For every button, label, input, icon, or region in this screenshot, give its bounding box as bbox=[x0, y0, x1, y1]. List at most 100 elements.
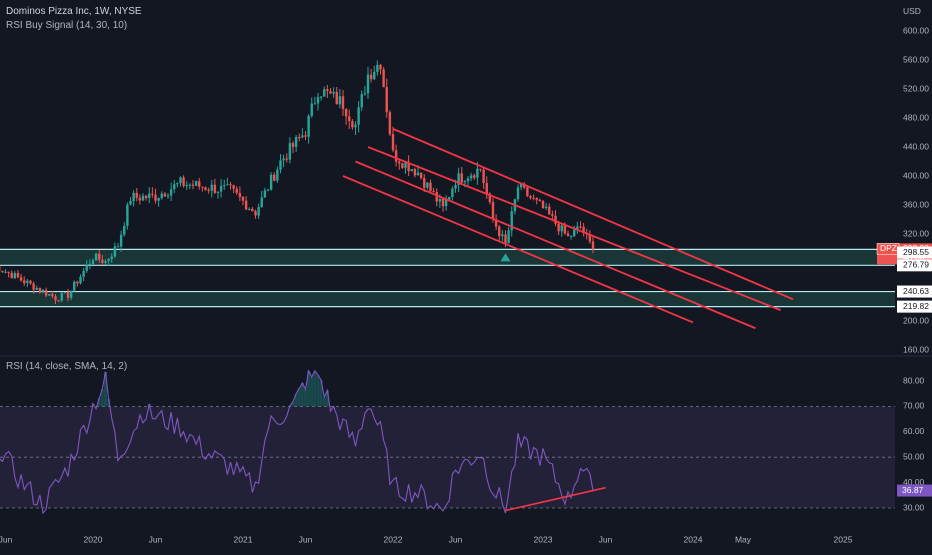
rsi-tick-label: 70.00 bbox=[903, 401, 925, 411]
candle-body bbox=[286, 159, 288, 160]
candle-body bbox=[211, 185, 213, 191]
candle-body bbox=[139, 198, 141, 201]
time-tick-label: Jun bbox=[599, 534, 613, 544]
candle-body bbox=[432, 191, 434, 192]
candle-body bbox=[386, 87, 388, 112]
candle-body bbox=[92, 260, 94, 264]
candle-body bbox=[51, 294, 53, 296]
candle-body bbox=[186, 185, 188, 186]
candle-body bbox=[270, 175, 272, 190]
candle-body bbox=[261, 197, 263, 207]
candle-body bbox=[295, 137, 297, 147]
price-tick-label: 520.00 bbox=[903, 83, 929, 93]
candle-body bbox=[507, 230, 509, 243]
candle-body bbox=[545, 207, 547, 208]
candle-body bbox=[132, 193, 134, 201]
candle-body bbox=[107, 259, 109, 261]
candle-body bbox=[411, 169, 413, 171]
candle-body bbox=[217, 192, 219, 193]
candle-body bbox=[486, 183, 488, 194]
candle-body bbox=[7, 272, 9, 273]
candle-body bbox=[223, 185, 225, 186]
candle-body bbox=[442, 199, 444, 206]
rsi-tick-label: 50.00 bbox=[903, 451, 925, 461]
candle-body bbox=[57, 300, 59, 301]
candle-body bbox=[423, 178, 425, 188]
candle-body bbox=[370, 75, 372, 80]
candle-body bbox=[114, 246, 116, 256]
candle-body bbox=[451, 189, 453, 197]
time-tick-label: 2022 bbox=[384, 534, 403, 544]
candle-body bbox=[67, 292, 69, 298]
candle-body bbox=[564, 225, 566, 233]
candle-body bbox=[182, 177, 184, 185]
candle-body bbox=[229, 184, 231, 185]
candle-body bbox=[239, 193, 241, 197]
candle-body bbox=[201, 187, 203, 188]
candle-body bbox=[126, 205, 128, 226]
candle-body bbox=[29, 281, 31, 284]
candle-body bbox=[570, 236, 572, 237]
candle-body bbox=[95, 254, 97, 261]
candle-body bbox=[4, 272, 6, 273]
candle-body bbox=[361, 94, 363, 107]
indicator-label[interactable]: RSI Buy Signal (14, 30, 10) bbox=[6, 20, 127, 31]
candle-body bbox=[54, 296, 56, 300]
candle-body bbox=[204, 187, 206, 190]
candle-body bbox=[482, 170, 484, 183]
candle-body bbox=[336, 92, 338, 104]
candle-body bbox=[39, 288, 41, 292]
candle-body bbox=[220, 186, 222, 192]
price-tick-label: 560.00 bbox=[903, 54, 929, 64]
candle-body bbox=[64, 292, 66, 293]
candle-body bbox=[557, 224, 559, 232]
zone-price-tag-label: 298.55 bbox=[903, 247, 929, 257]
candle-body bbox=[354, 125, 356, 128]
candle-body bbox=[248, 209, 250, 210]
candle-body bbox=[279, 160, 281, 169]
chart-title: Dominos Pizza Inc, 1W, NYSE bbox=[6, 6, 142, 17]
candle-body bbox=[76, 282, 78, 284]
time-tick-label: 2021 bbox=[234, 534, 253, 544]
candle-body bbox=[573, 230, 575, 236]
candle-body bbox=[195, 181, 197, 186]
candle-body bbox=[289, 143, 291, 160]
candle-body bbox=[86, 265, 88, 271]
candle-body bbox=[389, 112, 391, 134]
candle-body bbox=[314, 103, 316, 104]
candle-body bbox=[98, 254, 100, 260]
price-tick-label: 440.00 bbox=[903, 141, 929, 151]
candle-body bbox=[536, 198, 538, 200]
candle-body bbox=[167, 195, 169, 196]
candle-body bbox=[242, 197, 244, 201]
candle-body bbox=[320, 97, 322, 98]
candle-body bbox=[214, 185, 216, 193]
candle-body bbox=[11, 273, 13, 278]
candle-body bbox=[504, 234, 506, 243]
candle-body bbox=[254, 211, 256, 215]
rsi-label[interactable]: RSI (14, close, SMA, 14, 2) bbox=[6, 361, 127, 372]
candle-body bbox=[89, 264, 91, 265]
currency-label: USD bbox=[903, 6, 921, 16]
candle-body bbox=[120, 235, 122, 247]
candle-body bbox=[207, 190, 209, 191]
candle-body bbox=[429, 183, 431, 191]
candle-body bbox=[498, 227, 500, 236]
candle-body bbox=[373, 72, 375, 79]
candle-body bbox=[264, 190, 266, 197]
time-tick-label: May bbox=[735, 534, 752, 544]
candle-body bbox=[398, 162, 400, 164]
zone-price-tag-label: 276.79 bbox=[903, 260, 929, 270]
candle-body bbox=[473, 175, 475, 177]
candle-body bbox=[439, 199, 441, 201]
time-tick-label: 2025 bbox=[834, 534, 853, 544]
candle-body bbox=[198, 181, 200, 186]
price-tick-label: 400.00 bbox=[903, 170, 929, 180]
candle-body bbox=[364, 93, 366, 94]
candle-body bbox=[461, 173, 463, 182]
candle-body bbox=[401, 163, 403, 167]
candle-body bbox=[311, 104, 313, 116]
candle-body bbox=[379, 65, 381, 69]
